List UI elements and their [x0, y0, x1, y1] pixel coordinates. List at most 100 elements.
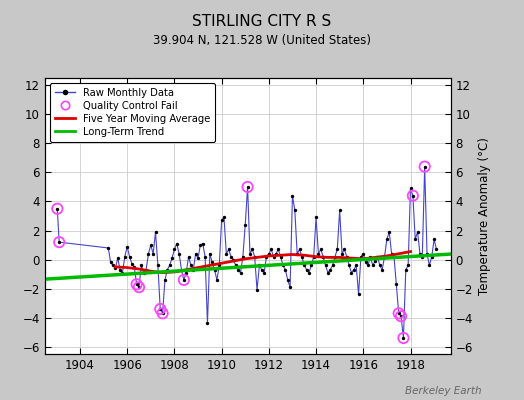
Point: [255, 262, 264, 268]
Point: [425, 262, 433, 268]
Point: [265, 250, 273, 257]
Point: [151, 229, 160, 235]
Point: [232, 262, 240, 268]
Point: [312, 214, 320, 221]
Point: [154, 262, 162, 268]
Point: [314, 250, 323, 257]
Point: [279, 262, 287, 268]
Point: [416, 250, 424, 257]
Point: [300, 262, 309, 268]
Point: [329, 262, 337, 268]
Point: [378, 266, 386, 273]
Point: [142, 266, 150, 273]
Text: STIRLING CITY R S: STIRLING CITY R S: [192, 14, 332, 29]
Point: [53, 206, 61, 212]
Point: [373, 254, 381, 260]
Point: [411, 236, 419, 242]
Point: [133, 281, 141, 288]
Point: [399, 335, 408, 341]
Point: [199, 240, 207, 247]
Point: [118, 270, 127, 276]
Point: [210, 266, 219, 273]
Point: [272, 250, 280, 257]
Point: [149, 250, 157, 257]
Point: [371, 258, 379, 264]
Point: [286, 284, 294, 290]
Point: [401, 266, 410, 273]
Point: [352, 262, 361, 268]
Point: [213, 277, 221, 283]
Point: [137, 262, 146, 268]
Point: [310, 254, 318, 260]
Point: [359, 250, 367, 257]
Point: [380, 254, 389, 260]
Point: [241, 222, 249, 228]
Point: [293, 250, 301, 257]
Point: [135, 284, 143, 290]
Point: [189, 266, 198, 273]
Point: [298, 254, 306, 260]
Point: [111, 265, 119, 272]
Legend: Raw Monthly Data, Quality Control Fail, Five Year Moving Average, Long-Term Tren: Raw Monthly Data, Quality Control Fail, …: [50, 83, 215, 142]
Point: [196, 242, 204, 248]
Point: [420, 164, 429, 170]
Y-axis label: Temperature Anomaly (°C): Temperature Anomaly (°C): [478, 137, 492, 295]
Point: [139, 270, 148, 276]
Point: [340, 246, 348, 253]
Point: [404, 262, 412, 268]
Point: [362, 259, 370, 266]
Point: [316, 246, 325, 253]
Point: [243, 184, 252, 190]
Point: [147, 242, 155, 248]
Point: [123, 243, 132, 250]
Point: [409, 192, 417, 199]
Point: [409, 192, 417, 199]
Point: [390, 254, 398, 260]
Point: [366, 254, 375, 260]
Point: [350, 266, 358, 273]
Point: [215, 262, 223, 268]
Point: [55, 239, 63, 245]
Point: [191, 250, 200, 257]
Point: [201, 254, 209, 260]
Point: [229, 256, 237, 263]
Point: [158, 310, 167, 316]
Point: [130, 264, 138, 270]
Point: [385, 229, 394, 235]
Point: [236, 270, 245, 276]
Point: [376, 262, 384, 268]
Point: [163, 266, 171, 273]
Point: [277, 254, 285, 260]
Point: [133, 281, 141, 288]
Point: [397, 313, 405, 320]
Point: [156, 306, 165, 312]
Point: [288, 192, 297, 199]
Point: [269, 254, 278, 260]
Point: [135, 284, 143, 290]
Point: [220, 214, 228, 221]
Point: [170, 246, 179, 253]
Point: [354, 291, 363, 298]
Point: [343, 254, 351, 260]
Point: [172, 240, 181, 247]
Point: [338, 250, 346, 257]
Point: [260, 270, 268, 276]
Point: [397, 313, 405, 320]
Text: 39.904 N, 121.528 W (United States): 39.904 N, 121.528 W (United States): [153, 34, 371, 47]
Point: [307, 262, 315, 268]
Point: [423, 250, 431, 257]
Point: [144, 250, 152, 257]
Point: [156, 306, 165, 312]
Point: [399, 335, 408, 341]
Point: [168, 255, 176, 261]
Point: [205, 250, 214, 257]
Point: [296, 246, 304, 253]
Point: [406, 185, 414, 192]
Point: [227, 254, 235, 260]
Point: [161, 277, 169, 283]
Point: [368, 262, 377, 268]
Point: [116, 266, 124, 273]
Point: [177, 266, 185, 273]
Point: [283, 277, 292, 283]
Point: [395, 310, 403, 316]
